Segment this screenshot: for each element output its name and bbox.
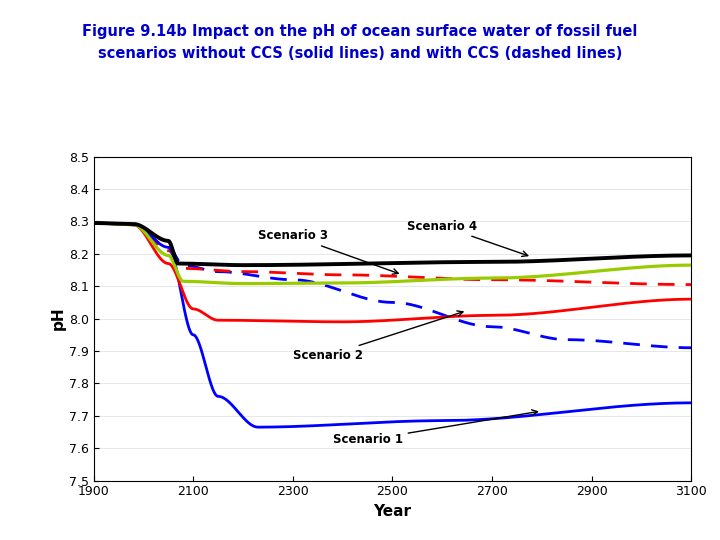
Y-axis label: pH: pH [51,307,66,330]
Text: Scenario 2: Scenario 2 [293,311,463,362]
Text: scenarios without CCS (solid lines) and with CCS (dashed lines): scenarios without CCS (solid lines) and … [98,46,622,61]
X-axis label: Year: Year [374,504,411,519]
Text: Figure 9.14b Impact on the pH of ocean surface water of fossil fuel: Figure 9.14b Impact on the pH of ocean s… [82,24,638,39]
Text: Scenario 4: Scenario 4 [408,219,528,256]
Text: Scenario 1: Scenario 1 [333,410,538,447]
Text: Scenario 3: Scenario 3 [258,229,398,274]
